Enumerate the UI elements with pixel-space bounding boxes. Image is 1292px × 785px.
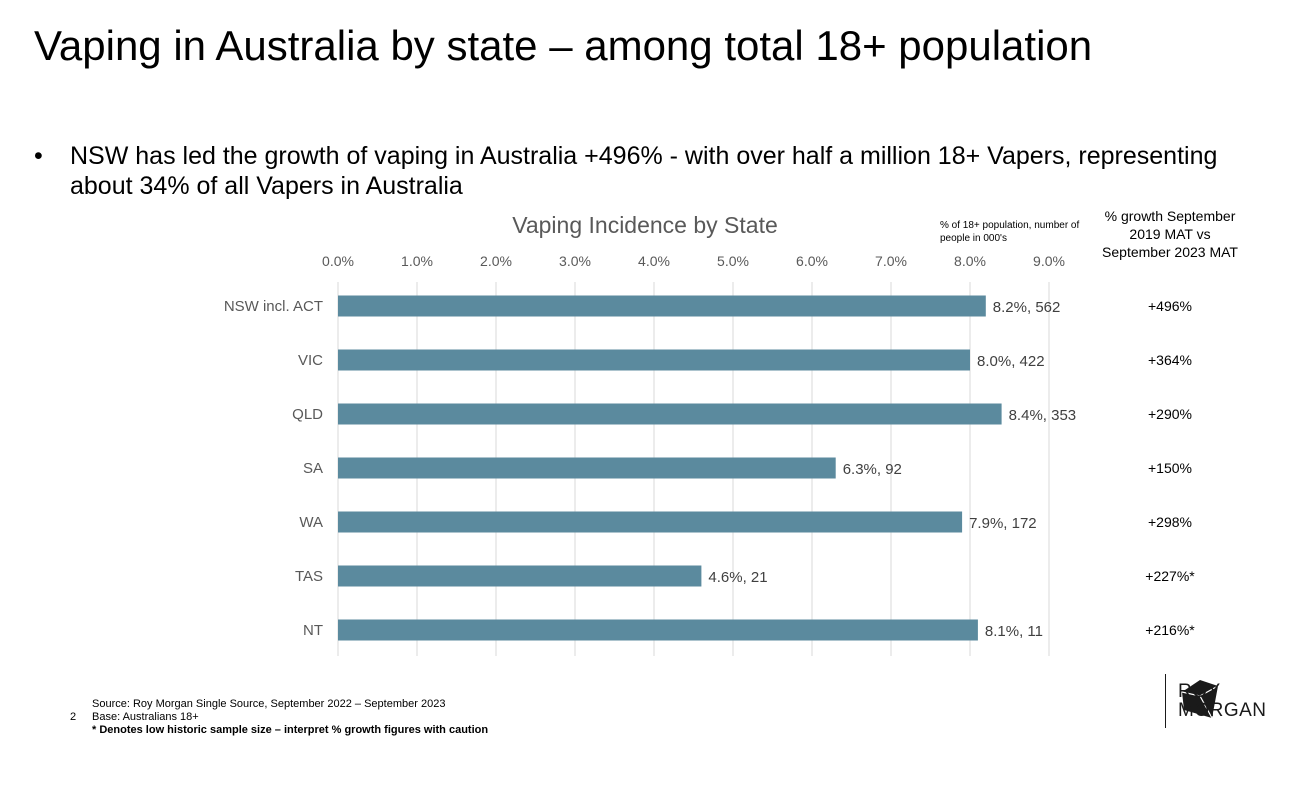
x-tick-label: 3.0%: [559, 253, 591, 269]
x-tick-label: 5.0%: [717, 253, 749, 269]
x-tick-label: 7.0%: [875, 253, 907, 269]
x-tick-label: 9.0%: [1033, 253, 1065, 269]
category-label: SA: [303, 460, 323, 477]
footer-source: Source: Roy Morgan Single Source, Septem…: [92, 698, 446, 710]
x-tick-label: 0.0%: [322, 253, 354, 269]
category-label: NT: [303, 622, 323, 639]
growth-value: +150%: [1148, 460, 1192, 476]
growth-value: +496%: [1148, 298, 1192, 314]
footer: Source: Roy Morgan Single Source, Septem…: [92, 698, 792, 737]
chart-unit-note: % of 18+ population, number of people in…: [940, 220, 1080, 244]
bar: [338, 403, 1002, 425]
bar: [338, 511, 963, 533]
logo-text-line2: MORGAN: [1178, 700, 1267, 721]
data-label: 7.9%, 172: [969, 515, 1037, 532]
footer-note: * Denotes low historic sample size – int…: [92, 724, 489, 736]
data-label: 8.2%, 562: [993, 299, 1061, 316]
x-tick-label: 2.0%: [480, 253, 512, 269]
data-label: 8.0%, 422: [977, 353, 1045, 370]
data-label: 6.3%, 92: [843, 461, 902, 478]
x-tick-label: 1.0%: [401, 253, 433, 269]
x-tick-label: 4.0%: [638, 253, 670, 269]
logo-divider: [1165, 674, 1166, 728]
chart-title: Vaping Incidence by State: [512, 212, 778, 238]
data-label: 4.6%, 21: [708, 569, 767, 586]
logo-text: ROY MORGAN: [1178, 682, 1267, 720]
category-label: QLD: [292, 406, 323, 423]
bar: [338, 619, 978, 641]
category-label: VIC: [298, 352, 323, 369]
bar: [338, 565, 702, 587]
page-title: Vaping in Australia by state – among tot…: [34, 22, 1093, 69]
data-label: 8.1%, 11: [985, 623, 1043, 640]
category-label: NSW incl. ACT: [224, 298, 323, 315]
growth-value: +216%*: [1145, 622, 1195, 638]
growth-value: +298%: [1148, 514, 1192, 530]
data-label: 8.4%, 353: [1009, 407, 1077, 424]
category-label: WA: [299, 514, 323, 531]
logo-text-line1: ROY: [1178, 681, 1221, 702]
growth-value: +364%: [1148, 352, 1192, 368]
bullet-symbol: •: [34, 142, 43, 170]
growth-value: +227%*: [1145, 568, 1195, 584]
growth-value: +290%: [1148, 406, 1192, 422]
page-number: 2: [70, 711, 77, 723]
category-label: TAS: [295, 568, 323, 585]
bar: [338, 457, 836, 479]
roy-morgan-cube-logo-icon: [1181, 680, 1219, 719]
x-tick-label: 8.0%: [954, 253, 986, 269]
x-tick-label: 6.0%: [796, 253, 828, 269]
bullet-text: NSW has led the growth of vaping in Aust…: [70, 142, 1218, 200]
growth-column-header: % growth September 2019 MAT vs September…: [1102, 208, 1238, 260]
footer-base: Base: Australians 18+: [92, 711, 199, 723]
bar: [338, 295, 986, 317]
bar: [338, 349, 970, 371]
